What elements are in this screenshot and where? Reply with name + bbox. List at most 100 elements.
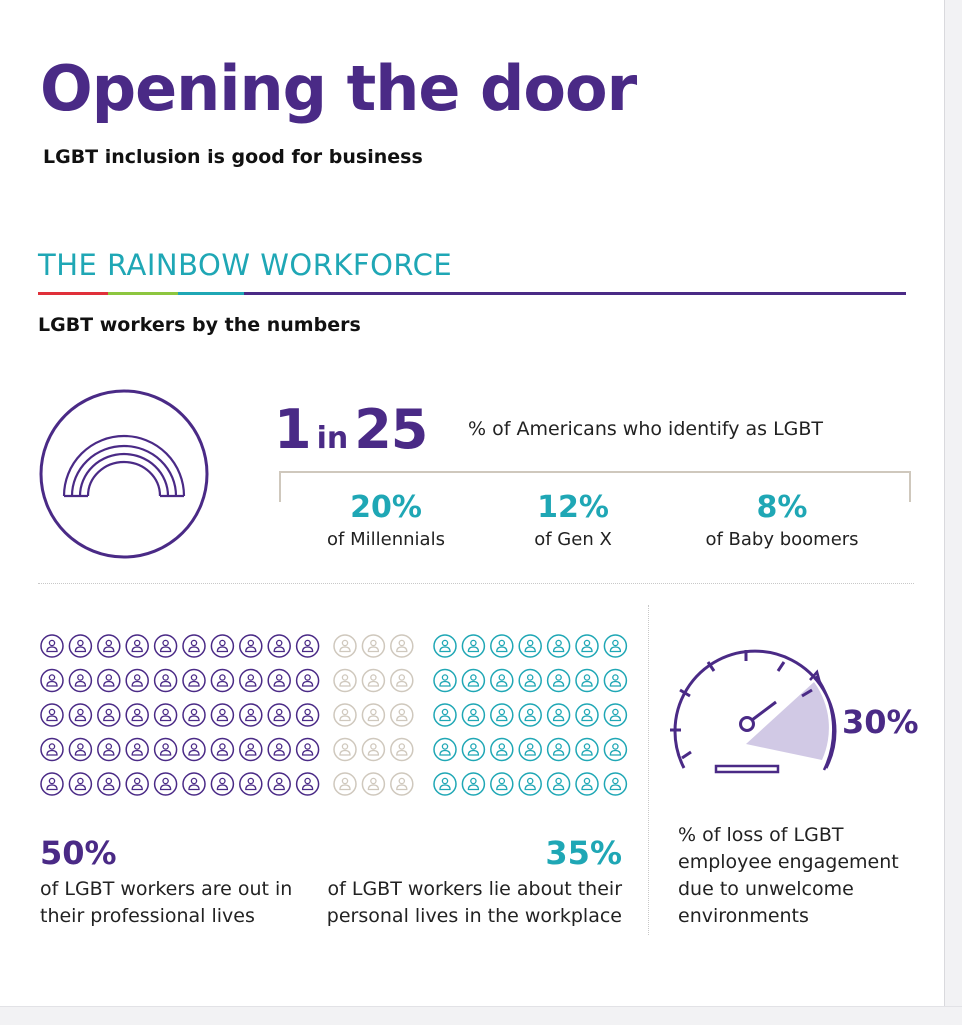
person-icon: [68, 772, 93, 796]
person-icon: [390, 703, 414, 727]
gauge-pivot: [739, 716, 755, 732]
person-icon: [490, 634, 514, 658]
stat-lie-percent: 35%: [545, 834, 622, 872]
person-icon: [125, 703, 149, 727]
stat-out-percent: 50%: [40, 834, 117, 872]
person-icon: [490, 772, 514, 796]
person-icon: [182, 703, 206, 727]
ratio-figure: 1 in 25: [274, 398, 428, 461]
person-icon: [97, 634, 121, 658]
person-icon: [333, 772, 357, 796]
page-subtitle: LGBT inclusion is good for business: [43, 146, 423, 168]
person-icon: [68, 737, 93, 762]
person-icon: [182, 668, 206, 693]
person-icon: [68, 634, 93, 658]
person-icon: [210, 737, 235, 762]
person-icon: [361, 668, 386, 693]
gauge-arrow-arc: [814, 675, 835, 771]
person-icon: [295, 737, 320, 762]
person-icon: [333, 703, 357, 727]
person-icon: [461, 668, 486, 693]
generation-percent: 8%: [756, 490, 808, 525]
person-icon: [267, 634, 291, 658]
person-icon: [333, 634, 357, 658]
person-icon: [575, 703, 599, 727]
gauge-arrow-head: [809, 669, 822, 684]
generation-label: of Gen X: [534, 529, 612, 550]
person-icon: [182, 772, 206, 796]
person-icon: [295, 634, 320, 658]
rule-segment-red: [38, 292, 108, 295]
person-icon: [97, 703, 121, 727]
person-icon: [490, 703, 514, 727]
person-icon: [546, 703, 571, 727]
person-icon: [40, 737, 64, 762]
rainbow-icon: [39, 389, 209, 559]
generation-baby-boomers: 8% of Baby boomers: [672, 490, 892, 550]
page-right-edge: [944, 0, 962, 1024]
person-icon: [575, 772, 599, 796]
person-icon: [239, 772, 263, 796]
person-icon: [153, 703, 178, 727]
person-icon: [461, 737, 486, 762]
person-icon: [153, 668, 178, 693]
person-icon: [490, 737, 514, 762]
rule-segment-purple: [244, 292, 906, 295]
person-icon: [295, 668, 320, 693]
person-icon: [153, 737, 178, 762]
person-icon: [546, 737, 571, 762]
person-icon: [333, 668, 357, 693]
person-icon: [97, 737, 121, 762]
person-icon: [239, 737, 263, 762]
person-icon: [433, 634, 457, 658]
vertical-divider: [648, 605, 649, 935]
horizontal-divider: [38, 583, 914, 584]
rule-segment-green: [108, 292, 178, 295]
person-icon: [333, 737, 357, 762]
ratio-middle: in: [316, 421, 349, 456]
rainbow-rule: [38, 292, 906, 295]
ratio-description: % of Americans who identify as LGBT: [468, 418, 824, 440]
generations-bracket: [279, 471, 911, 502]
person-icon: [153, 634, 178, 658]
person-icon: [40, 703, 64, 727]
person-icon: [603, 668, 628, 693]
generation-label: of Millennials: [327, 529, 445, 550]
person-icon: [97, 772, 121, 796]
person-icon: [518, 772, 542, 796]
stat-out-description: of LGBT workers are out in their profess…: [40, 878, 293, 927]
person-icon: [68, 703, 93, 727]
ratio-left: 1: [274, 398, 312, 461]
person-icon: [40, 634, 64, 658]
stat-lie-description: of LGBT workers lie about their personal…: [326, 878, 622, 927]
person-icon: [267, 703, 291, 727]
person-icon: [239, 703, 263, 727]
page-bottom-edge: [0, 1006, 962, 1025]
person-icon: [210, 634, 235, 658]
person-icon: [125, 668, 149, 693]
person-icon: [433, 737, 457, 762]
speedometer-icon: [670, 649, 837, 774]
gauge-description: % of loss of LGBT employee engagement du…: [678, 824, 899, 927]
person-icon: [546, 668, 571, 693]
person-icon: [210, 668, 235, 693]
person-icon: [361, 737, 386, 762]
generation-gen-x: 12% of Gen X: [463, 490, 683, 550]
person-icon: [182, 634, 206, 658]
person-icon: [575, 634, 599, 658]
person-icon: [295, 703, 320, 727]
person-icon: [461, 634, 486, 658]
person-icon: [546, 634, 571, 658]
person-icon: [433, 703, 457, 727]
person-icon: [295, 772, 320, 796]
person-icon: [125, 737, 149, 762]
person-icon: [239, 668, 263, 693]
person-icon: [433, 668, 457, 693]
person-icon: [97, 668, 121, 693]
gauge-ticks: [670, 650, 813, 760]
section-subheading: LGBT workers by the numbers: [38, 314, 361, 336]
person-icon: [40, 772, 64, 796]
person-icon: [575, 737, 599, 762]
person-icon: [210, 772, 235, 796]
person-icon: [390, 668, 414, 693]
